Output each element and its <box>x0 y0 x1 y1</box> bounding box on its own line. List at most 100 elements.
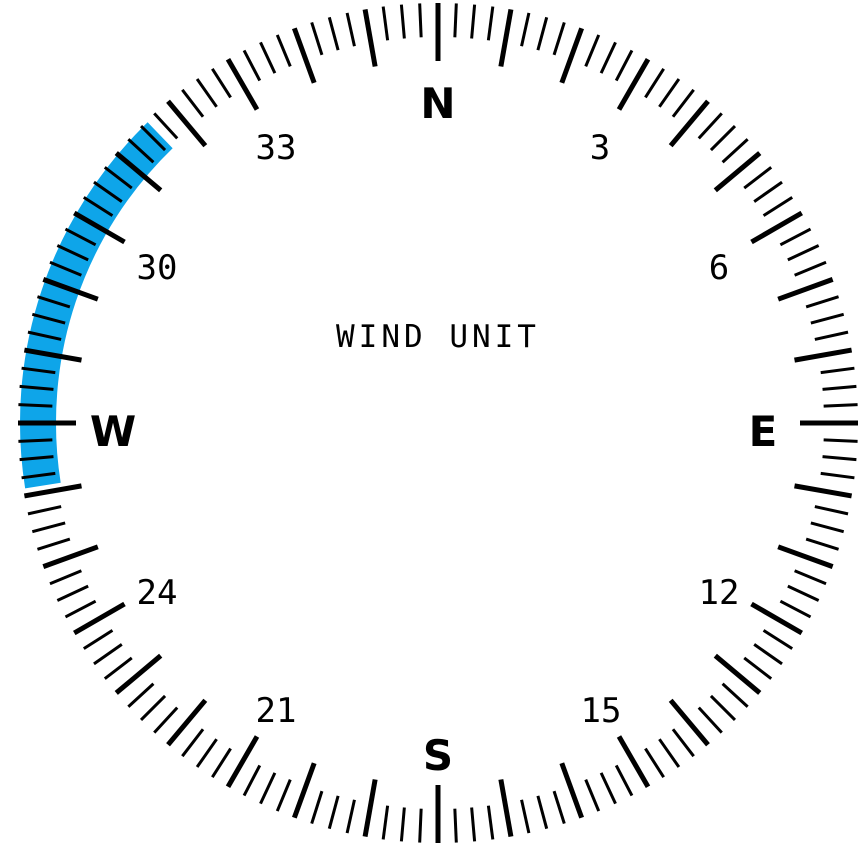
minor-tick <box>671 728 695 758</box>
minor-tick <box>486 805 495 840</box>
major-tick <box>362 779 378 838</box>
minor-tick <box>805 537 840 551</box>
heading-label-33: 33 <box>256 128 297 168</box>
cardinal-east: E <box>749 407 778 456</box>
minor-tick <box>820 366 855 375</box>
major-tick <box>777 277 834 302</box>
minor-tick <box>31 521 66 534</box>
minor-tick <box>27 505 62 516</box>
minor-tick <box>21 366 56 375</box>
major-tick <box>668 99 710 148</box>
minor-tick <box>753 643 783 666</box>
minor-tick <box>536 16 549 51</box>
minor-tick <box>671 88 695 118</box>
major-tick <box>668 698 710 747</box>
minor-tick <box>470 4 477 39</box>
minor-tick <box>552 21 566 56</box>
minor-tick <box>259 41 277 74</box>
minor-tick <box>82 196 114 217</box>
minor-tick <box>709 124 737 152</box>
minor-tick <box>345 799 356 834</box>
minor-tick <box>697 112 723 140</box>
major-tick <box>750 210 803 245</box>
cardinal-north: N <box>420 79 455 128</box>
minor-tick <box>259 772 277 805</box>
tick-ring <box>18 3 858 843</box>
minor-tick <box>181 88 205 118</box>
minor-tick <box>822 384 857 391</box>
minor-tick <box>520 799 531 834</box>
minor-tick <box>779 599 812 619</box>
cardinal-south: S <box>423 731 453 780</box>
minor-tick <box>19 455 54 462</box>
minor-tick <box>762 196 794 217</box>
major-tick <box>559 762 584 819</box>
minor-tick <box>195 78 218 108</box>
heading-label-15: 15 <box>581 691 622 731</box>
major-tick <box>23 483 82 499</box>
minor-tick <box>810 521 845 534</box>
heading-label-6: 6 <box>709 248 729 288</box>
minor-tick <box>56 244 89 262</box>
major-tick <box>73 210 126 245</box>
minor-tick <box>49 260 82 277</box>
minor-tick <box>552 790 566 825</box>
major-tick <box>292 27 317 84</box>
minor-tick <box>242 49 262 82</box>
minor-tick <box>805 295 840 309</box>
major-tick <box>42 277 99 302</box>
minor-tick <box>486 6 495 41</box>
minor-tick <box>787 584 820 602</box>
minor-tick <box>814 330 849 341</box>
heading-label-3: 3 <box>590 128 610 168</box>
minor-tick <box>787 244 820 262</box>
major-tick <box>616 735 651 788</box>
major-tick <box>225 735 260 788</box>
minor-tick <box>709 694 737 722</box>
minor-tick <box>599 41 617 74</box>
minor-tick <box>31 312 66 325</box>
minor-tick <box>762 629 794 650</box>
heading-label-24: 24 <box>137 573 178 613</box>
minor-tick <box>644 67 665 99</box>
minor-tick <box>599 772 617 805</box>
minor-tick <box>153 112 179 140</box>
minor-tick <box>399 807 406 842</box>
major-tick <box>713 151 762 193</box>
major-tick <box>225 58 260 111</box>
minor-tick <box>27 330 62 341</box>
minor-tick <box>103 166 133 190</box>
minor-tick <box>418 808 423 843</box>
minor-tick <box>127 682 155 708</box>
minor-tick <box>658 738 681 768</box>
major-tick <box>498 779 514 838</box>
minor-tick <box>327 795 340 830</box>
minor-tick <box>614 764 634 797</box>
major-tick <box>114 653 163 695</box>
wind-direction-arc <box>20 122 173 489</box>
minor-tick <box>823 403 858 408</box>
minor-tick <box>36 537 71 551</box>
minor-tick <box>93 180 123 203</box>
minor-tick <box>345 12 356 47</box>
minor-tick <box>584 779 601 812</box>
minor-tick <box>614 49 634 82</box>
minor-tick <box>18 403 53 408</box>
minor-tick <box>153 706 179 734</box>
minor-tick <box>181 728 205 758</box>
major-tick <box>42 544 99 569</box>
minor-tick <box>21 471 56 480</box>
minor-tick <box>779 227 812 247</box>
minor-tick <box>139 124 167 152</box>
minor-tick <box>470 807 477 842</box>
heading-label-12: 12 <box>699 573 740 613</box>
major-tick <box>559 27 584 84</box>
minor-tick <box>810 312 845 325</box>
cardinal-west: W <box>90 407 136 456</box>
minor-tick <box>139 694 167 722</box>
minor-tick <box>49 569 82 586</box>
minor-tick <box>584 34 601 67</box>
major-tick <box>498 8 514 67</box>
minor-tick <box>794 260 827 277</box>
minor-tick <box>64 599 97 619</box>
